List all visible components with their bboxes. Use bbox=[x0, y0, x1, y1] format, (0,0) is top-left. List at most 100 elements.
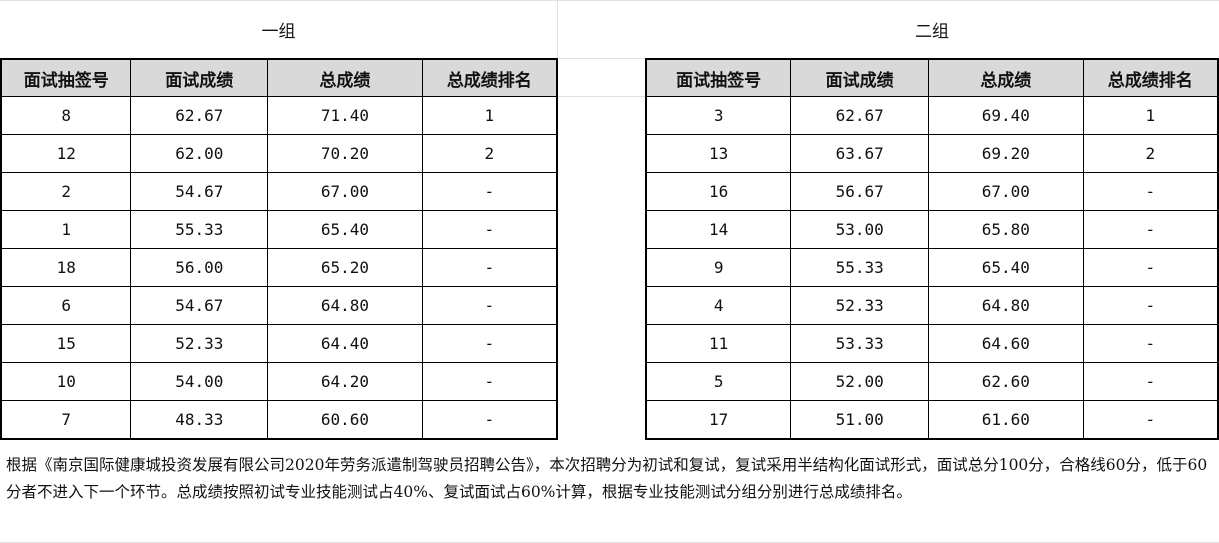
table-cell[interactable]: 70.20 bbox=[267, 134, 423, 173]
table-cell[interactable]: - bbox=[421, 324, 558, 363]
table-cell[interactable]: 64.80 bbox=[267, 286, 423, 325]
table-cell[interactable]: 15 bbox=[0, 324, 132, 363]
table-cell[interactable]: 62.67 bbox=[790, 96, 930, 135]
table-cell[interactable]: 71.40 bbox=[267, 96, 423, 135]
table-cell[interactable]: 64.40 bbox=[267, 324, 423, 363]
table-cell[interactable]: 65.40 bbox=[928, 248, 1084, 287]
table-cell[interactable]: 7 bbox=[0, 400, 132, 440]
table-cell[interactable]: 16 bbox=[645, 172, 792, 211]
table-row: 13 63.67 69.20 2 bbox=[645, 134, 1219, 173]
table-cell[interactable]: 65.40 bbox=[267, 210, 423, 249]
column-header: 总成绩排名 bbox=[421, 58, 558, 97]
column-header: 总成绩 bbox=[267, 58, 423, 97]
column-header: 面试成绩 bbox=[130, 58, 269, 97]
group-2-table: 面试抽签号 面试成绩 总成绩 总成绩排名 3 62.67 69.40 1 13 63.67 69.2… bbox=[645, 58, 1219, 440]
table-cell[interactable]: 65.80 bbox=[928, 210, 1084, 249]
table-cell[interactable]: 52.00 bbox=[790, 362, 930, 401]
table-cell[interactable]: 2 bbox=[0, 172, 132, 211]
table-cell[interactable]: - bbox=[421, 362, 558, 401]
table-cell[interactable]: 62.60 bbox=[928, 362, 1084, 401]
table-cell[interactable]: 5 bbox=[645, 362, 792, 401]
table-cell[interactable]: - bbox=[1082, 210, 1219, 249]
table-cell[interactable]: 56.67 bbox=[790, 172, 930, 211]
table-cell[interactable]: - bbox=[421, 400, 558, 440]
table-cell[interactable]: - bbox=[421, 210, 558, 249]
table-cell[interactable]: 8 bbox=[0, 96, 132, 135]
table-cell[interactable]: 1 bbox=[0, 210, 132, 249]
table-cell[interactable]: 64.20 bbox=[267, 362, 423, 401]
table-cell[interactable]: - bbox=[1082, 400, 1219, 440]
table-cell[interactable]: 9 bbox=[645, 248, 792, 287]
table-cell[interactable]: 63.67 bbox=[790, 134, 930, 173]
table-cell[interactable]: 65.20 bbox=[267, 248, 423, 287]
table-cell[interactable]: 1 bbox=[1082, 96, 1219, 135]
table-cell[interactable]: 17 bbox=[645, 400, 792, 440]
table-row: 7 48.33 60.60- bbox=[0, 400, 558, 440]
table-cell[interactable]: 52.33 bbox=[790, 286, 930, 325]
gridline bbox=[557, 96, 645, 97]
table-cell[interactable]: - bbox=[1082, 324, 1219, 363]
table-cell[interactable]: 69.40 bbox=[928, 96, 1084, 135]
table-cell[interactable]: 2 bbox=[421, 134, 558, 173]
table-cell[interactable]: 12 bbox=[0, 134, 132, 173]
table-cell[interactable]: 13 bbox=[645, 134, 792, 173]
group-1-title: 一组 bbox=[261, 21, 296, 42]
column-header: 面试成绩 bbox=[790, 58, 930, 97]
table-cell[interactable]: - bbox=[421, 248, 558, 287]
table-cell[interactable]: 6 bbox=[0, 286, 132, 325]
table-cell[interactable]: 53.00 bbox=[790, 210, 930, 249]
table-cell[interactable]: 53.33 bbox=[790, 324, 930, 363]
table-cell[interactable]: 3 bbox=[645, 96, 792, 135]
table-cell[interactable]: 61.60 bbox=[928, 400, 1084, 440]
table-cell[interactable]: 54.67 bbox=[130, 286, 269, 325]
table-cell[interactable]: 2 bbox=[1082, 134, 1219, 173]
group-2-title: 二组 bbox=[915, 21, 949, 42]
table-cell[interactable]: 4 bbox=[645, 286, 792, 325]
table-cell[interactable]: 60.60 bbox=[267, 400, 423, 440]
table-cell[interactable]: 10 bbox=[0, 362, 132, 401]
table-cell[interactable]: 62.67 bbox=[130, 96, 269, 135]
table-cell[interactable]: - bbox=[1082, 172, 1219, 211]
table-cell[interactable]: 62.00 bbox=[130, 134, 269, 173]
table-row: 4 52.33 64.80- bbox=[645, 286, 1219, 325]
table-row: 6 54.67 64.80- bbox=[0, 286, 558, 325]
table-row: 14 53.00 65.80- bbox=[645, 210, 1219, 249]
table-row: 5 52.00 62.60- bbox=[645, 362, 1219, 401]
table-cell[interactable]: 67.00 bbox=[928, 172, 1084, 211]
gridline bbox=[0, 0, 1219, 1]
table-cell[interactable]: 67.00 bbox=[267, 172, 423, 211]
table-row: 2 54.67 67.00- bbox=[0, 172, 558, 211]
gridline bbox=[557, 58, 645, 59]
table-cell[interactable]: 52.33 bbox=[130, 324, 269, 363]
table-cell[interactable]: - bbox=[1082, 286, 1219, 325]
header-row: 面试抽签号 面试成绩 总成绩 总成绩排名 bbox=[0, 58, 558, 97]
table-cell[interactable]: 56.00 bbox=[130, 248, 269, 287]
table-cell[interactable]: 55.33 bbox=[790, 248, 930, 287]
table-cell[interactable]: - bbox=[421, 172, 558, 211]
table-row: 9 55.33 65.40- bbox=[645, 248, 1219, 287]
table-cell[interactable]: 54.67 bbox=[130, 172, 269, 211]
table-cell[interactable]: 55.33 bbox=[130, 210, 269, 249]
table-row: 16 56.67 67.00- bbox=[645, 172, 1219, 211]
table-cell[interactable]: 64.60 bbox=[928, 324, 1084, 363]
table-cell[interactable]: 14 bbox=[645, 210, 792, 249]
table-cell[interactable]: 54.00 bbox=[130, 362, 269, 401]
table-cell[interactable]: 1 bbox=[421, 96, 558, 135]
table-cell[interactable]: 11 bbox=[645, 324, 792, 363]
note-text: 根据《南京国际健康城投资发展有限公司2020年劳务派遣制驾驶员招聘公告》，本次招… bbox=[6, 456, 1208, 501]
table-row: 1 55.33 65.40- bbox=[0, 210, 558, 249]
column-header: 总成绩 bbox=[928, 58, 1084, 97]
table-cell[interactable]: - bbox=[421, 286, 558, 325]
table-row: 18 56.00 65.20- bbox=[0, 248, 558, 287]
table-cell[interactable]: 51.00 bbox=[790, 400, 930, 440]
table-cell[interactable]: 69.20 bbox=[928, 134, 1084, 173]
table-cell[interactable]: 18 bbox=[0, 248, 132, 287]
table-cell[interactable]: 48.33 bbox=[130, 400, 269, 440]
table-row: 3 62.67 69.40 1 bbox=[645, 96, 1219, 135]
table-cell[interactable]: 64.80 bbox=[928, 286, 1084, 325]
group-1-table: 面试抽签号 面试成绩 总成绩 总成绩排名 8 62.67 71.40 1 12 62.00 70.2… bbox=[0, 58, 558, 440]
table-cell[interactable]: - bbox=[1082, 362, 1219, 401]
table-cell[interactable]: - bbox=[1082, 248, 1219, 287]
table-row: 12 62.00 70.20 2 bbox=[0, 134, 558, 173]
